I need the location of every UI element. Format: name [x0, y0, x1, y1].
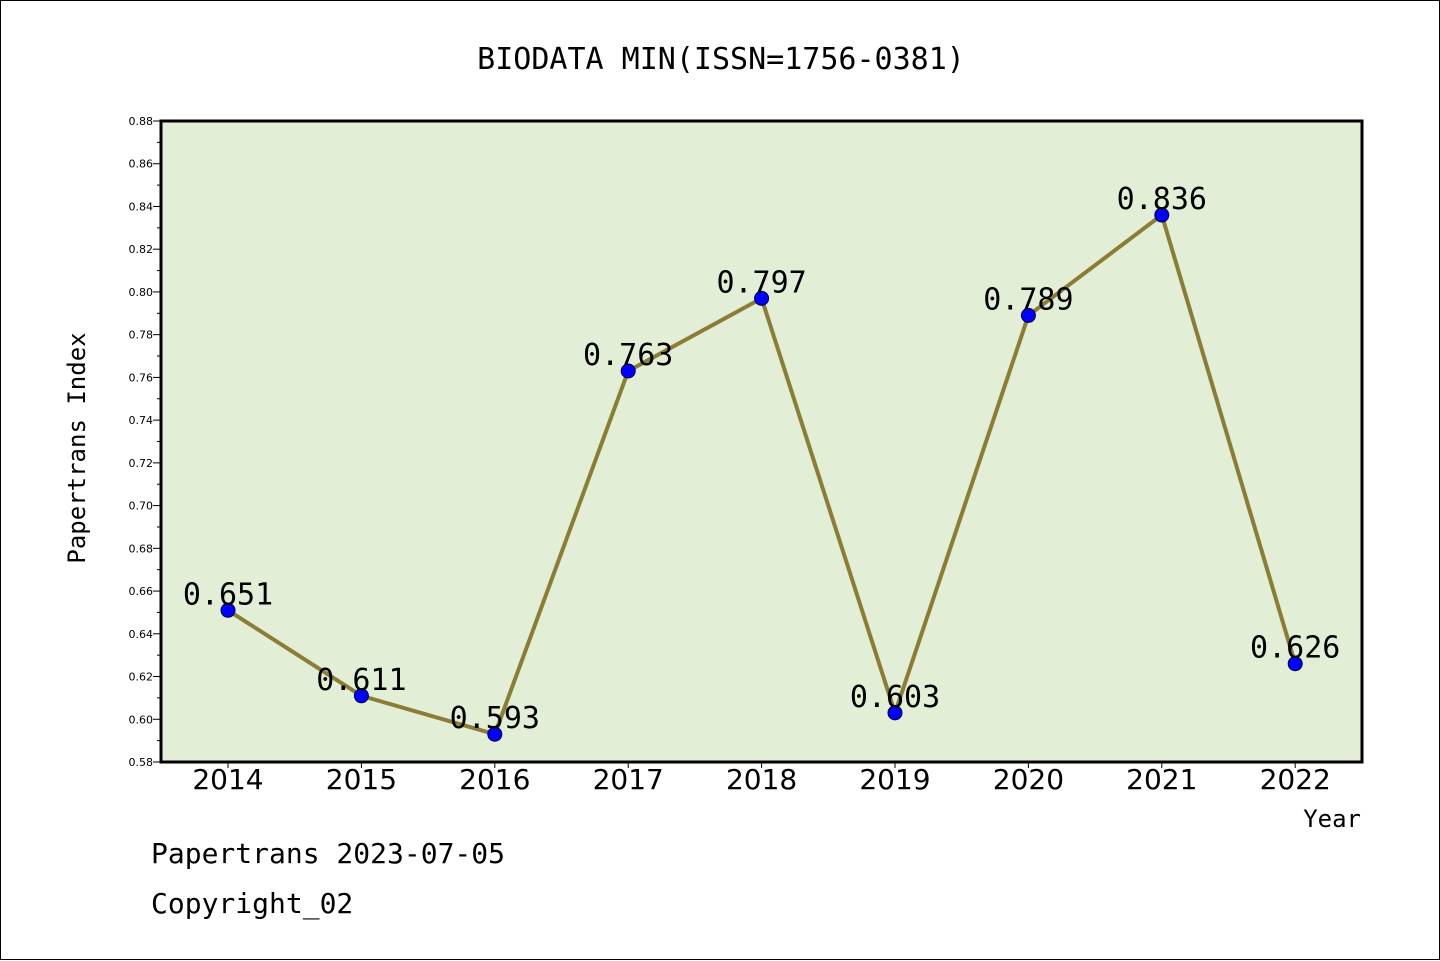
x-tick-label: 2021 [1126, 763, 1197, 796]
data-point [887, 705, 903, 721]
y-tick-label: 0.60 [129, 713, 154, 726]
data-label: 0.593 [450, 701, 540, 736]
y-axis: 0.58 0.60 0.62 0.64 0.66 0.68 0.70 0.72 0.74 0.76… [129, 115, 161, 769]
y-tick-label: 0.78 [129, 329, 154, 342]
data-label: 0.611 [316, 663, 406, 698]
y-tick-label: 0.84 [129, 200, 154, 213]
x-tick-label: 2017 [593, 763, 664, 796]
x-tick-label: 2018 [726, 763, 797, 796]
data-label: 0.789 [983, 282, 1073, 317]
footer-copyright: Copyright_02 [151, 887, 354, 920]
data-point [754, 290, 770, 306]
plot-area [159, 119, 1364, 764]
x-tick-label: 2014 [192, 763, 263, 796]
data-point [353, 688, 369, 704]
y-tick-label: 0.74 [129, 414, 154, 427]
series-group: 0.651 0.611 0.593 0.763 0.797 0.603 0.789 0.836… [183, 182, 1340, 742]
data-point [1154, 207, 1170, 223]
y-tick-label: 0.86 [129, 158, 154, 171]
y-tick-label: 0.82 [129, 243, 154, 256]
y-tick-label: 0.58 [129, 756, 154, 769]
chart-title: BIODATA MIN(ISSN=1756-0381) [477, 42, 965, 77]
footer-date: Papertrans 2023-07-05 [151, 837, 506, 870]
data-label: 0.836 [1117, 182, 1207, 217]
data-point [1287, 656, 1303, 672]
data-label: 0.763 [583, 338, 673, 373]
data-point [487, 726, 503, 742]
x-axis-title: Year [1303, 805, 1361, 833]
data-point [220, 602, 236, 618]
data-label: 0.797 [716, 265, 806, 300]
data-label: 0.651 [183, 577, 273, 612]
y-tick-label: 0.64 [129, 628, 154, 641]
x-tick-label: 2015 [326, 763, 397, 796]
x-tick-label: 2016 [459, 763, 530, 796]
data-label: 0.626 [1250, 631, 1340, 666]
data-point [1020, 307, 1036, 323]
x-tick-label: 2020 [993, 763, 1064, 796]
y-tick-label: 0.88 [129, 115, 154, 128]
data-label: 0.603 [850, 680, 940, 715]
x-tick-label: 2022 [1260, 763, 1331, 796]
data-point [620, 363, 636, 379]
y-tick-label: 0.80 [129, 286, 154, 299]
y-axis-title: Papertrans Index [63, 332, 91, 563]
y-tick-label: 0.76 [129, 371, 154, 384]
y-tick-label: 0.68 [129, 542, 154, 555]
x-tick-label: 2019 [859, 763, 930, 796]
y-tick-label: 0.62 [129, 671, 154, 684]
y-tick-label: 0.70 [129, 500, 154, 513]
y-tick-label: 0.72 [129, 457, 154, 470]
y-tick-label: 0.66 [129, 585, 154, 598]
x-axis: 2014 2015 2016 2017 2018 2019 2020 2021 2022 [192, 762, 1331, 796]
